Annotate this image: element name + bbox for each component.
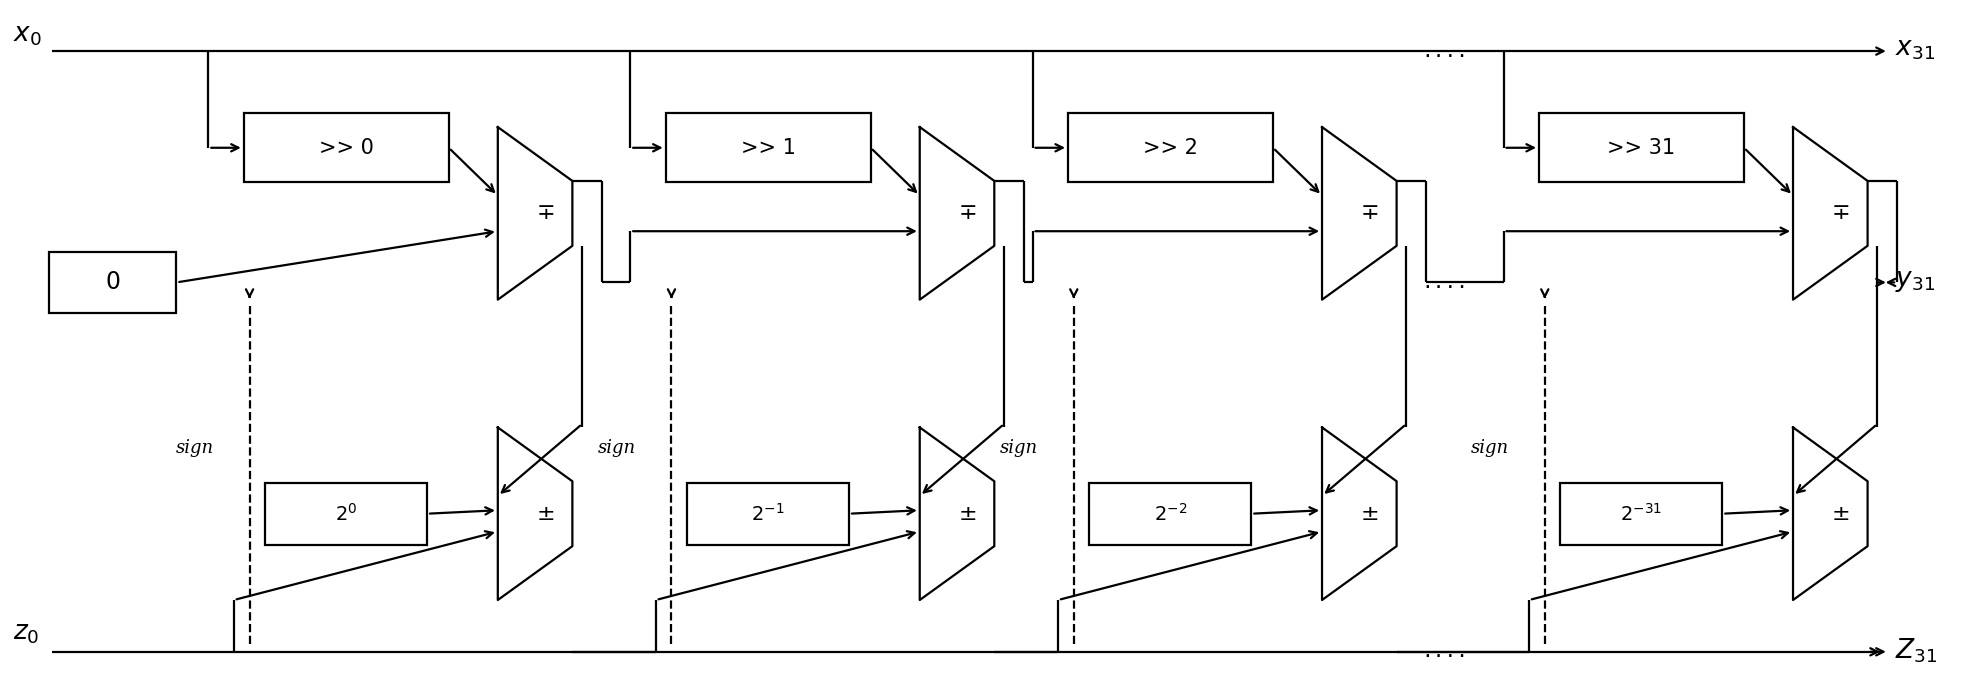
Text: >> 2: >> 2 (1143, 138, 1199, 158)
Text: $Z_{31}$: $Z_{31}$ (1895, 636, 1937, 665)
Bar (665, 113, 870, 182)
Bar (266, 482, 427, 545)
Text: $\mp$: $\mp$ (958, 203, 976, 223)
Text: >> 1: >> 1 (740, 138, 795, 158)
Text: $\mp$: $\mp$ (1360, 203, 1378, 223)
Bar (1069, 113, 1273, 182)
Text: $\pm$: $\pm$ (1830, 504, 1850, 523)
Text: ....: .... (1421, 642, 1468, 661)
Text: $\pm$: $\pm$ (958, 504, 976, 523)
Text: sign: sign (1470, 439, 1509, 457)
Text: >> 0: >> 0 (319, 138, 374, 158)
Text: $\pm$: $\pm$ (535, 504, 555, 523)
Text: ....: .... (1421, 273, 1468, 292)
Text: $z_0$: $z_0$ (12, 622, 39, 647)
Text: $2^0$: $2^0$ (335, 503, 358, 525)
Bar (1561, 482, 1722, 545)
Text: sign: sign (598, 439, 636, 457)
Text: sign: sign (175, 439, 215, 457)
Text: $2^{-31}$: $2^{-31}$ (1620, 503, 1663, 525)
Bar (244, 113, 449, 182)
Text: $\mp$: $\mp$ (1830, 203, 1850, 223)
Text: >> 31: >> 31 (1608, 138, 1675, 158)
Text: sign: sign (1000, 439, 1037, 457)
Text: 0: 0 (104, 271, 120, 294)
Text: $2^{-2}$: $2^{-2}$ (1153, 503, 1187, 525)
Bar (687, 482, 848, 545)
Text: $2^{-1}$: $2^{-1}$ (752, 503, 785, 525)
Text: $\pm$: $\pm$ (1360, 504, 1378, 523)
Bar (1090, 482, 1252, 545)
Text: $x_0$: $x_0$ (12, 23, 41, 47)
Text: ....: .... (1421, 42, 1468, 61)
Text: $x_{31}$: $x_{31}$ (1895, 37, 1935, 62)
Text: $y_{31}$: $y_{31}$ (1895, 269, 1935, 294)
Text: $\mp$: $\mp$ (535, 203, 555, 223)
Bar (1539, 113, 1744, 182)
Bar (49, 252, 177, 313)
